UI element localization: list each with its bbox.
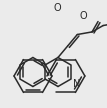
Text: O: O	[53, 3, 61, 13]
Text: O: O	[79, 11, 87, 21]
Text: N: N	[73, 79, 81, 89]
